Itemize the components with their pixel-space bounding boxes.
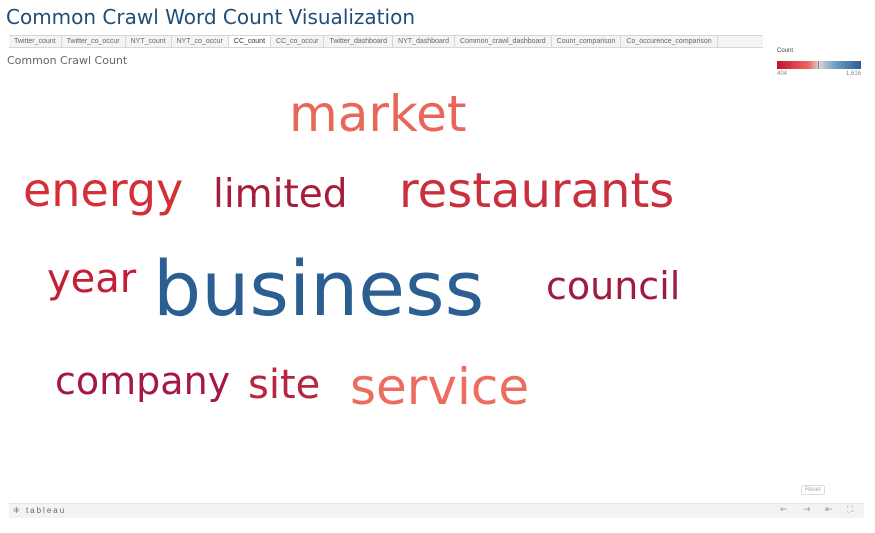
tab-nyt-count[interactable]: NYT_count bbox=[126, 36, 172, 47]
word-council[interactable]: council bbox=[546, 264, 681, 308]
tab-twitter-dashboard[interactable]: Twitter_dashboard bbox=[324, 36, 394, 47]
word-company[interactable]: company bbox=[55, 359, 231, 403]
reset-button[interactable]: Reset bbox=[801, 485, 825, 495]
tab-common-crawl-dashboard[interactable]: Common_crawl_dashboard bbox=[455, 36, 552, 47]
word-business[interactable]: business bbox=[153, 244, 485, 333]
tab-nyt-co-occur[interactable]: NYT_co_occur bbox=[172, 36, 229, 47]
tableau-logo-icon: ⁜ bbox=[13, 506, 26, 515]
word-year[interactable]: year bbox=[47, 256, 137, 302]
tab-twitter-co-occur[interactable]: Twitter_co_occur bbox=[62, 36, 126, 47]
legend-title: Count bbox=[777, 48, 794, 54]
legend-min-label: 404 bbox=[777, 71, 788, 77]
legend-midpoint bbox=[818, 61, 819, 69]
color-legend: Count 404 1,616 bbox=[777, 48, 861, 80]
word-energy[interactable]: energy bbox=[23, 163, 184, 217]
page-title: Common Crawl Word Count Visualization bbox=[6, 5, 415, 29]
tab-count-comparison[interactable]: Count_comparison bbox=[552, 36, 622, 47]
tableau-logo-text: tableau bbox=[25, 506, 67, 515]
tab-bar: Twitter_count Twitter_co_occur NYT_count NY… bbox=[9, 35, 763, 48]
tab-cc-co-occur[interactable]: CC_co_occur bbox=[271, 36, 325, 47]
tab-cc-count[interactable]: CC_count bbox=[228, 36, 272, 47]
tableau-logo: ⁜ tableau bbox=[13, 506, 66, 515]
word-service[interactable]: service bbox=[350, 358, 530, 416]
word-site[interactable]: site bbox=[248, 362, 321, 408]
undo-icon[interactable]: ← bbox=[780, 505, 788, 515]
legend-max-label: 1,616 bbox=[845, 71, 861, 77]
tab-co-occurence-comparison[interactable]: Co_occurence_comparison bbox=[621, 36, 718, 47]
tab-nyt-dashboard[interactable]: NYT_dashboard bbox=[393, 36, 456, 47]
fullscreen-icon[interactable]: ⛶ bbox=[847, 505, 854, 515]
word-market[interactable]: market bbox=[289, 85, 467, 143]
redo-icon[interactable]: → bbox=[803, 505, 811, 515]
revert-icon[interactable]: ⇤ bbox=[825, 505, 833, 515]
word-limited[interactable]: limited bbox=[213, 172, 348, 217]
word-restaurants[interactable]: restaurants bbox=[399, 163, 675, 219]
chart-title: Common Crawl Count bbox=[7, 54, 128, 67]
tableau-toolbar: ⁜ tableau ← → ⇤ ⛶ bbox=[9, 503, 864, 518]
tab-twitter-count[interactable]: Twitter_count bbox=[9, 36, 62, 47]
legend-gradient bbox=[777, 61, 861, 69]
